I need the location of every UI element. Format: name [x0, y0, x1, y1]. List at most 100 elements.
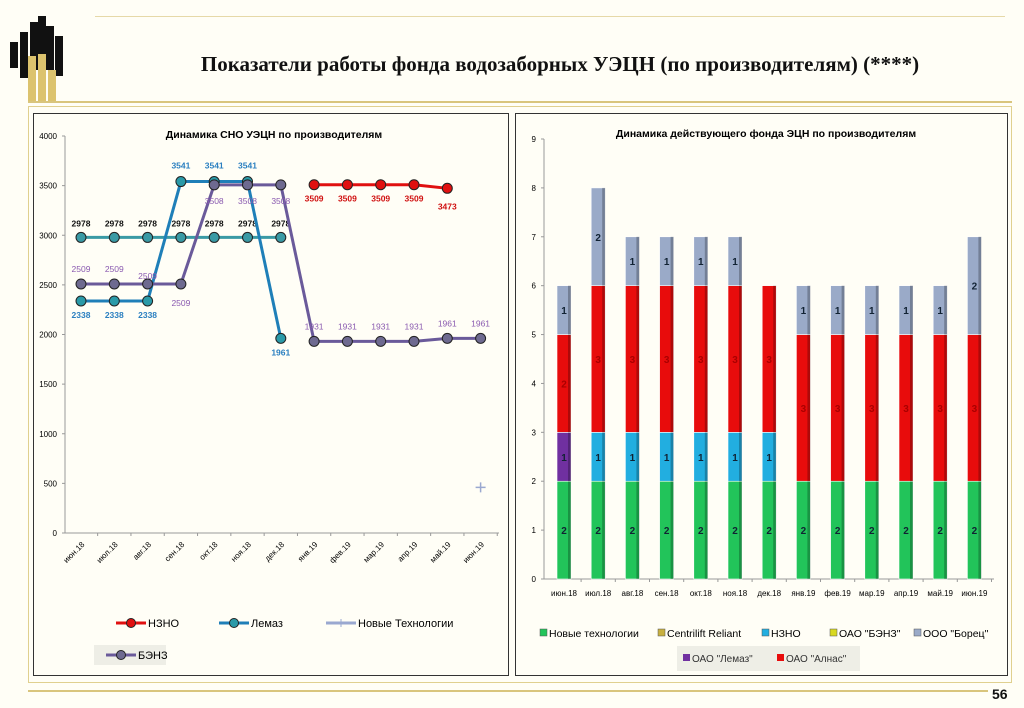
legend-label: ОАО "Алнас"	[786, 654, 847, 665]
y-tick-label: 1500	[39, 380, 57, 389]
data-label: 2	[903, 526, 909, 537]
data-label: 1	[630, 453, 636, 464]
data-label: 3473	[438, 201, 457, 211]
legend-label: ОАО "БЭНЗ"	[839, 628, 901, 640]
legend-label: НЗНО	[771, 628, 801, 640]
data-label: 2	[766, 526, 772, 537]
data-label: 2	[630, 526, 636, 537]
legend-box	[677, 646, 860, 671]
x-tick-label: мар.19	[859, 589, 885, 598]
bar-shade	[704, 285, 708, 433]
x-tick-label: июл.18	[95, 540, 120, 565]
data-label: 2	[869, 526, 875, 537]
bar-shade	[807, 334, 811, 482]
bar-shade	[944, 285, 948, 335]
content-frame	[28, 106, 1012, 683]
data-point	[408, 179, 420, 191]
company-logo	[10, 16, 63, 101]
bar-shade	[978, 236, 982, 335]
data-label: 2	[561, 379, 567, 390]
line-chart-panel: Динамика СНО УЭЦН по производителям 0 500…	[33, 113, 509, 676]
legend-swatch	[761, 628, 770, 637]
data-point	[308, 179, 320, 191]
x-tick-label: июн.18	[551, 589, 578, 598]
data-label: 1961	[271, 347, 290, 357]
legend-label: ООО "Борец"	[923, 628, 989, 640]
data-label: 2978	[171, 218, 190, 228]
data-point	[275, 231, 287, 243]
data-label: 2	[972, 282, 978, 293]
bar-shade	[636, 285, 640, 433]
data-label: 2509	[105, 264, 124, 274]
x-tick-label: окт.18	[198, 540, 220, 562]
bar-shade	[568, 432, 571, 482]
y-tick-label: 2500	[39, 281, 57, 290]
bar-shade	[704, 236, 708, 286]
data-point	[108, 295, 120, 307]
chart-title: Динамика действующего фонда ЭЦН по произ…	[616, 128, 916, 140]
legend-marker	[126, 618, 136, 628]
bar-shade	[910, 285, 913, 335]
bar-shade	[602, 481, 606, 579]
x-tick-label: фев.19	[824, 589, 851, 598]
x-tick-label: мар.19	[362, 540, 387, 565]
bar-shade	[978, 334, 982, 482]
x-tick-label: апр.19	[396, 540, 420, 564]
data-label: 3	[937, 404, 943, 415]
y-tick-label: 2000	[39, 331, 57, 340]
data-point-plus	[475, 482, 486, 493]
bar-segment	[967, 236, 982, 335]
data-label: 3	[698, 355, 704, 366]
bar-shade	[602, 432, 606, 482]
data-label: 1931	[371, 321, 390, 331]
data-label: 3508	[205, 196, 224, 206]
bar-chart-panel: Динамика действующего фонда ЭЦН по произ…	[515, 113, 1008, 676]
x-tick-label: дек.18	[757, 589, 781, 598]
legend-swatch	[777, 654, 784, 661]
bar-segment	[864, 285, 880, 335]
bar-segment	[898, 285, 914, 335]
bar-shade	[670, 236, 674, 286]
data-point	[108, 278, 120, 290]
bar-shade	[602, 187, 606, 286]
legend-label: НЗНО	[148, 618, 180, 630]
data-point	[75, 278, 87, 290]
data-label: 1	[835, 306, 841, 317]
legend-label: Новые Технологии	[358, 618, 453, 630]
data-label: 2978	[138, 218, 157, 228]
data-label: 3509	[338, 194, 357, 204]
bar-shade	[670, 481, 674, 579]
legend-label: ОАО "Лемаз"	[692, 654, 753, 665]
data-label: 2978	[72, 218, 91, 228]
bar-shade	[910, 334, 913, 482]
data-label: 3	[869, 404, 875, 415]
line-chart: Динамика СНО УЭЦН по производителям 0 500…	[39, 129, 499, 665]
bar-segment	[625, 236, 640, 286]
page-title: Показатели работы фонда водозаборных УЭЦ…	[200, 52, 920, 76]
x-tick-label: май.19	[927, 589, 953, 598]
bar-shade	[636, 481, 640, 579]
data-label: 3	[835, 404, 841, 415]
y-tick-label: 4000	[39, 132, 57, 141]
bar-shade	[568, 285, 571, 335]
bar-shade	[875, 334, 879, 482]
bar-shade	[739, 285, 742, 433]
data-label: 2338	[138, 310, 157, 320]
data-label: 1931	[405, 321, 424, 331]
bar-segment	[796, 285, 811, 335]
y-tick-label: 500	[44, 479, 58, 488]
data-label: 3509	[371, 194, 390, 204]
x-tick-label: авг.18	[622, 589, 644, 598]
data-label: 2338	[105, 310, 124, 320]
data-point	[75, 295, 87, 307]
data-point	[341, 179, 353, 191]
bar-shade	[944, 334, 948, 482]
x-tick-label: июн.19	[961, 589, 988, 598]
bar-shade	[568, 481, 571, 579]
legend-swatch	[539, 628, 548, 637]
data-point	[175, 231, 187, 243]
x-tick-label: ноя.18	[229, 540, 253, 564]
x-tick-label: дек.18	[263, 540, 287, 564]
data-label: 3	[595, 355, 601, 366]
data-label: 1	[630, 257, 636, 268]
